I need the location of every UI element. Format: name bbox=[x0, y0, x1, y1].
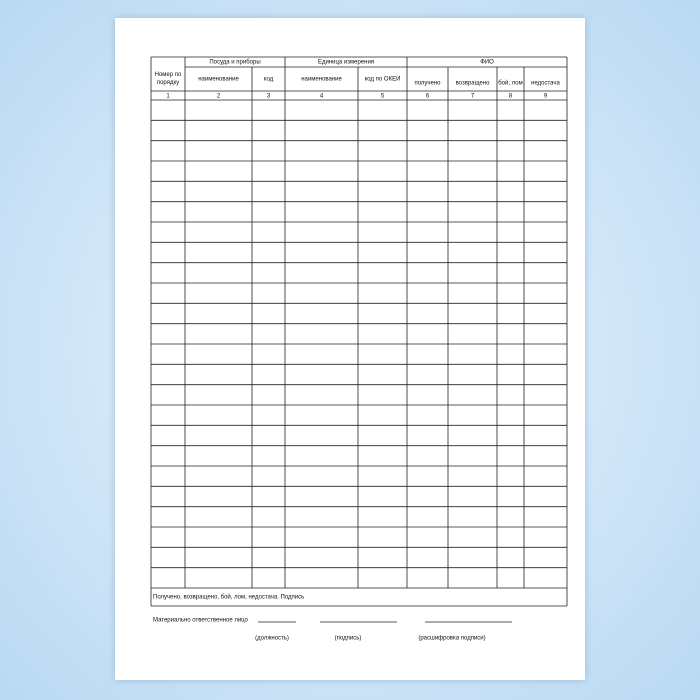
signature-caption: (расшифровка подписи) bbox=[418, 636, 485, 642]
header-text: Единица измерения bbox=[318, 60, 374, 66]
signature-block: Материально ответственное лицо (должность… bbox=[153, 618, 512, 642]
header-text: недостача bbox=[531, 81, 560, 87]
header-text: код bbox=[264, 77, 274, 83]
form-table: Номер по порядку Посуда и приборы наименова… bbox=[150, 56, 568, 607]
column-number: 9 bbox=[544, 94, 548, 100]
header-text: бой, лом bbox=[498, 80, 523, 87]
page bbox=[115, 18, 585, 680]
column-number: 8 bbox=[509, 94, 513, 100]
column-number: 5 bbox=[381, 94, 385, 100]
signature-caption: (должность) bbox=[255, 636, 289, 642]
column-number: 6 bbox=[426, 94, 430, 100]
column-number: 7 bbox=[471, 94, 475, 100]
footer-text: Получено, возвращено, бой, лом, недостач… bbox=[153, 594, 304, 601]
header-text: получено bbox=[414, 81, 441, 87]
header-text: возвращено bbox=[456, 81, 491, 87]
header-text: Номер по порядку bbox=[155, 72, 182, 86]
header-text: код по ОКЕИ bbox=[365, 77, 401, 83]
signature-caption: (подпись) bbox=[335, 636, 362, 642]
column-number: 4 bbox=[320, 94, 324, 100]
column-number: 1 bbox=[166, 94, 170, 100]
signature-label: Материально ответственное лицо bbox=[153, 618, 249, 624]
column-number: 3 bbox=[267, 94, 271, 100]
column-number: 2 bbox=[217, 94, 221, 100]
header-text: ФИО bbox=[480, 60, 494, 66]
header-text: наименование bbox=[301, 77, 342, 83]
header-text: Посуда и приборы bbox=[209, 60, 260, 66]
header-text: наименование bbox=[198, 77, 239, 83]
